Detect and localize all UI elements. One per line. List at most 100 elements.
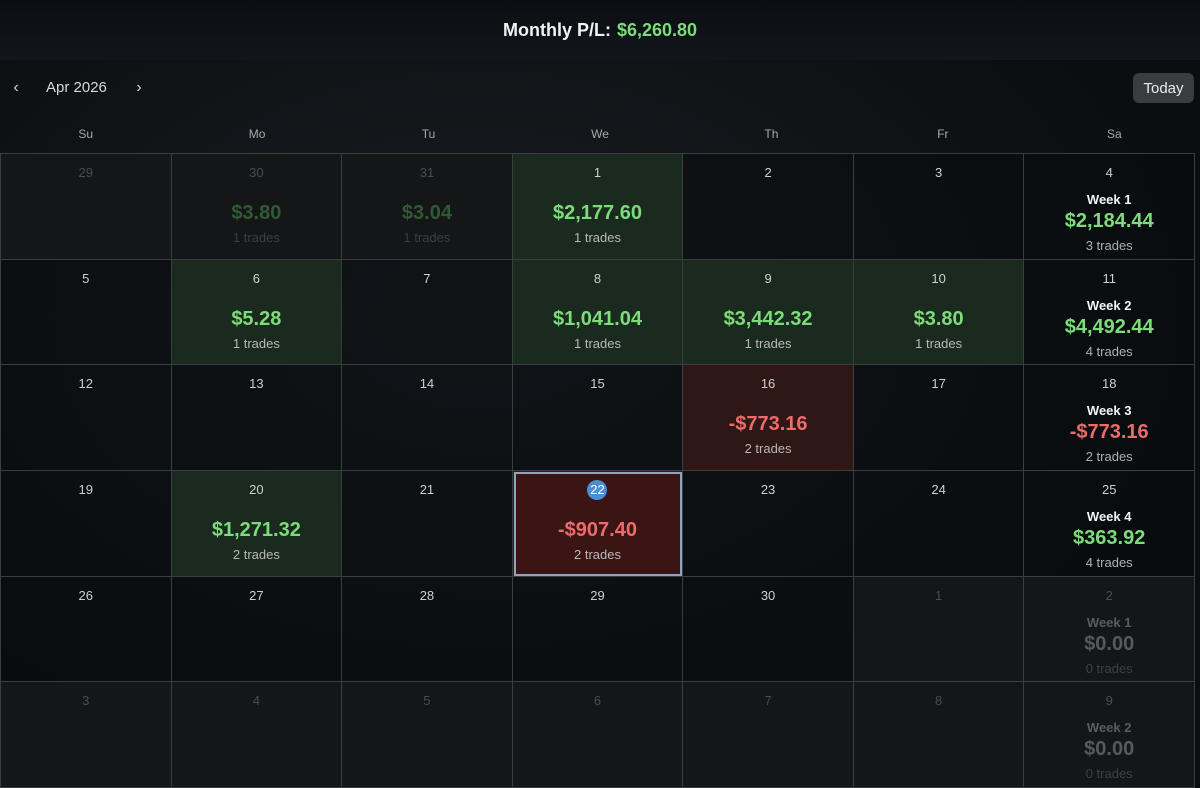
calendar-day[interactable]: 14 — [342, 365, 513, 471]
chevron-left-icon[interactable]: ‹ — [13, 79, 19, 96]
calendar-day[interactable]: 26 — [1, 576, 172, 683]
day-number: 11 — [1102, 270, 1116, 286]
week-trade-count: 4 trades — [1085, 343, 1133, 359]
calendar-day[interactable]: 5 — [342, 682, 513, 788]
calendar-day[interactable]: 7 — [342, 259, 513, 366]
weekday-header: Fr — [937, 127, 949, 141]
week-summary-cell[interactable]: 9 Week 2 $0.00 0 trades — [1024, 682, 1195, 788]
day-number: 31 — [419, 165, 435, 180]
calendar-day[interactable]: 13 — [171, 365, 343, 471]
calendar-day[interactable]: 3 — [853, 154, 1025, 260]
day-number: 9 — [764, 270, 772, 286]
calendar-day[interactable]: 4 — [171, 682, 343, 788]
day-number: 7 — [764, 693, 772, 709]
day-pl-amount: $1,041.04 — [553, 307, 642, 330]
calendar-day[interactable]: 6 — [512, 682, 684, 788]
week-label: Week 1 — [1086, 192, 1132, 207]
calendar-day[interactable]: 23 — [683, 470, 854, 577]
day-number: 2 — [1105, 587, 1113, 603]
week-pl-amount: $2,184.44 — [1064, 210, 1154, 232]
day-number: 2 — [764, 165, 772, 180]
day-number: 3 — [935, 165, 943, 180]
day-pl-amount: $3,442.32 — [723, 307, 813, 330]
day-trade-count: 1 trades — [232, 230, 280, 245]
day-number: 13 — [249, 376, 264, 392]
day-number: 21 — [419, 481, 435, 497]
calendar-day[interactable]: 29 — [512, 576, 684, 683]
calendar-day[interactable]: 27 — [171, 576, 343, 683]
week-pl-amount: -$773.16 — [1069, 421, 1149, 444]
chevron-right-icon[interactable]: › — [136, 79, 142, 96]
calendar-day[interactable]: 9 $3,442.32 1 trades — [683, 259, 854, 366]
monthly-pl-header: Monthly P/L: $6,260.80 — [0, 0, 1200, 60]
day-number: 23 — [760, 481, 776, 497]
day-trade-count: 2 trades — [574, 546, 621, 562]
week-label: Week 4 — [1086, 508, 1132, 524]
today-badge: 22 — [587, 479, 608, 500]
calendar-day[interactable]: 12 — [1, 365, 172, 471]
day-number: 8 — [593, 270, 602, 286]
calendar-day[interactable]: 6 $5.28 1 trades — [171, 259, 343, 366]
week-pl-amount: $0.00 — [1084, 632, 1135, 655]
day-number: 28 — [419, 587, 435, 603]
calendar-day[interactable]: 21 — [342, 470, 513, 577]
day-number: 10 — [931, 270, 946, 286]
calendar-day[interactable]: 1 — [853, 576, 1025, 683]
week-summary-cell[interactable]: 11 Week 2 $4,492.44 4 trades — [1024, 259, 1195, 366]
day-number: 8 — [935, 693, 943, 709]
day-number: 9 — [1105, 693, 1113, 709]
day-trade-count: 1 trades — [574, 335, 621, 351]
day-trade-count: 1 trades — [403, 230, 451, 245]
week-summary-cell[interactable]: 25 Week 4 $363.92 4 trades — [1024, 470, 1195, 577]
today-button[interactable]: Today — [1133, 73, 1194, 103]
calendar-day[interactable]: 28 — [342, 576, 513, 683]
calendar-day[interactable]: 30 $3.80 1 trades — [171, 154, 343, 260]
calendar-day[interactable]: 8 $1,041.04 1 trades — [512, 259, 684, 366]
calendar-day[interactable]: 7 — [683, 682, 854, 788]
weekday-header-row: Su Mo Tu We Th Fr Sa — [0, 116, 1200, 152]
day-number: 1 — [593, 165, 602, 180]
calendar-day[interactable]: 2 — [683, 154, 854, 260]
week-pl-amount: $4,492.44 — [1064, 315, 1154, 338]
week-summary-cell[interactable]: 2 Week 1 $0.00 0 trades — [1024, 576, 1195, 683]
calendar-day[interactable]: 16 -$773.16 2 trades — [683, 365, 854, 471]
calendar-day[interactable]: 5 — [1, 259, 172, 366]
calendar-day[interactable]: 15 — [512, 365, 684, 471]
day-pl-amount: $5.28 — [231, 307, 282, 330]
week-pl-amount: $363.92 — [1073, 526, 1146, 549]
calendar-day[interactable]: 30 — [683, 576, 854, 683]
calendar-day[interactable]: 31 $3.04 1 trades — [342, 154, 513, 260]
day-number: 16 — [760, 376, 776, 392]
week-label: Week 3 — [1086, 403, 1132, 419]
calendar-day[interactable]: 24 — [853, 470, 1025, 577]
weekday-header: Mo — [248, 127, 266, 141]
calendar-day[interactable]: 19 — [1, 470, 172, 577]
day-number: 24 — [931, 481, 946, 497]
monthly-pl-value: $6,260.80 — [616, 19, 698, 40]
week-trade-count: 0 trades — [1085, 660, 1133, 676]
calendar-day[interactable]: 1 $2,177.60 1 trades — [512, 154, 684, 260]
week-trade-count: 3 trades — [1085, 238, 1133, 253]
day-trade-count: 2 trades — [232, 546, 280, 562]
weekday-header: Th — [764, 127, 779, 141]
calendar-day[interactable]: 20 $1,271.32 2 trades — [171, 470, 343, 577]
calendar-day[interactable]: 10 $3.80 1 trades — [853, 259, 1025, 366]
calendar-day[interactable]: 3 — [1, 682, 172, 788]
day-pl-amount: $3.80 — [231, 202, 282, 224]
calendar-day[interactable]: 29 — [1, 154, 172, 260]
day-number: 6 — [593, 693, 602, 709]
week-summary-cell[interactable]: 4 Week 1 $2,184.44 3 trades — [1024, 154, 1195, 260]
day-number: 4 — [252, 693, 260, 709]
weekday-header: Tu — [421, 127, 436, 141]
day-number: 22 — [513, 479, 683, 500]
day-number: 17 — [931, 376, 946, 392]
day-pl-amount: -$773.16 — [728, 413, 808, 436]
weekday-header: We — [591, 127, 609, 141]
week-trade-count: 0 trades — [1085, 766, 1133, 782]
week-summary-cell[interactable]: 18 Week 3 -$773.16 2 trades — [1024, 365, 1195, 471]
day-number: 6 — [252, 270, 260, 286]
day-pl-amount: $1,271.32 — [211, 518, 301, 541]
calendar-day[interactable]: 8 — [853, 682, 1025, 788]
calendar-day-today[interactable]: 22 -$907.40 2 trades — [512, 470, 684, 577]
calendar-day[interactable]: 17 — [853, 365, 1025, 471]
